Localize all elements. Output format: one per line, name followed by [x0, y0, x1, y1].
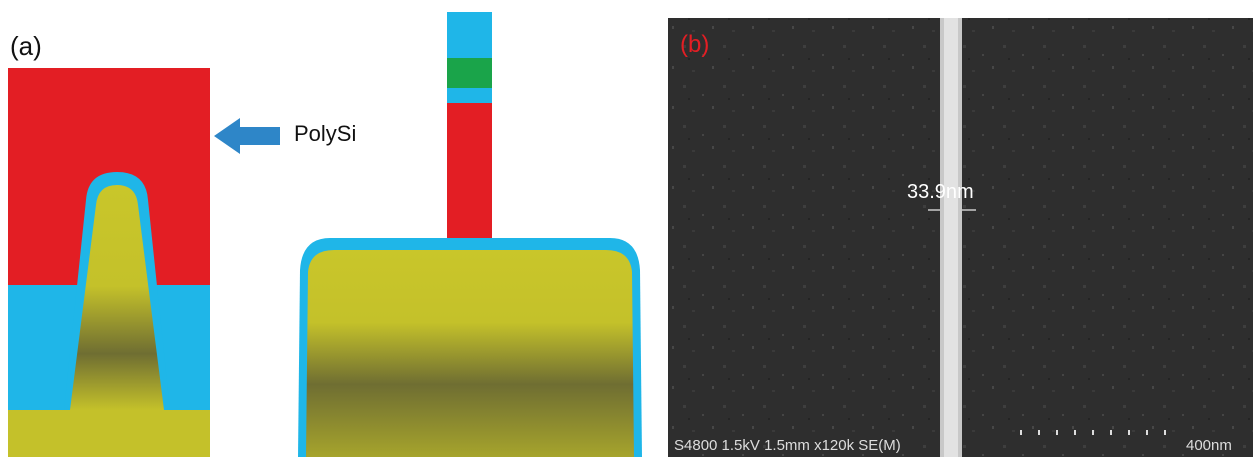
scale-label: 400nm	[1186, 437, 1232, 454]
panel-a-cross-section	[298, 12, 642, 457]
arrow	[214, 118, 280, 154]
panel-label: (b)	[680, 31, 709, 58]
oxide	[447, 88, 492, 103]
nitride	[447, 58, 492, 88]
panel-b: (b) 33.9nm S4800 1.5kV 1.5mm x120k SE(M)…	[668, 18, 1253, 457]
measurement: 33.9nm	[907, 181, 974, 203]
substrate	[8, 410, 210, 457]
arrow-label: PolySi	[294, 121, 356, 146]
figure: (a) PolySi (b) 33.9nm S4800 1.5kV 1.5mm …	[0, 0, 1253, 457]
polysi-gate	[447, 103, 492, 240]
sem-info: S4800 1.5kV 1.5mm x120k SE(M)	[674, 437, 901, 454]
hardmask	[447, 12, 492, 58]
nanowire-core	[944, 18, 958, 457]
panel-label: (a)	[10, 31, 42, 61]
fin-body	[306, 250, 634, 457]
